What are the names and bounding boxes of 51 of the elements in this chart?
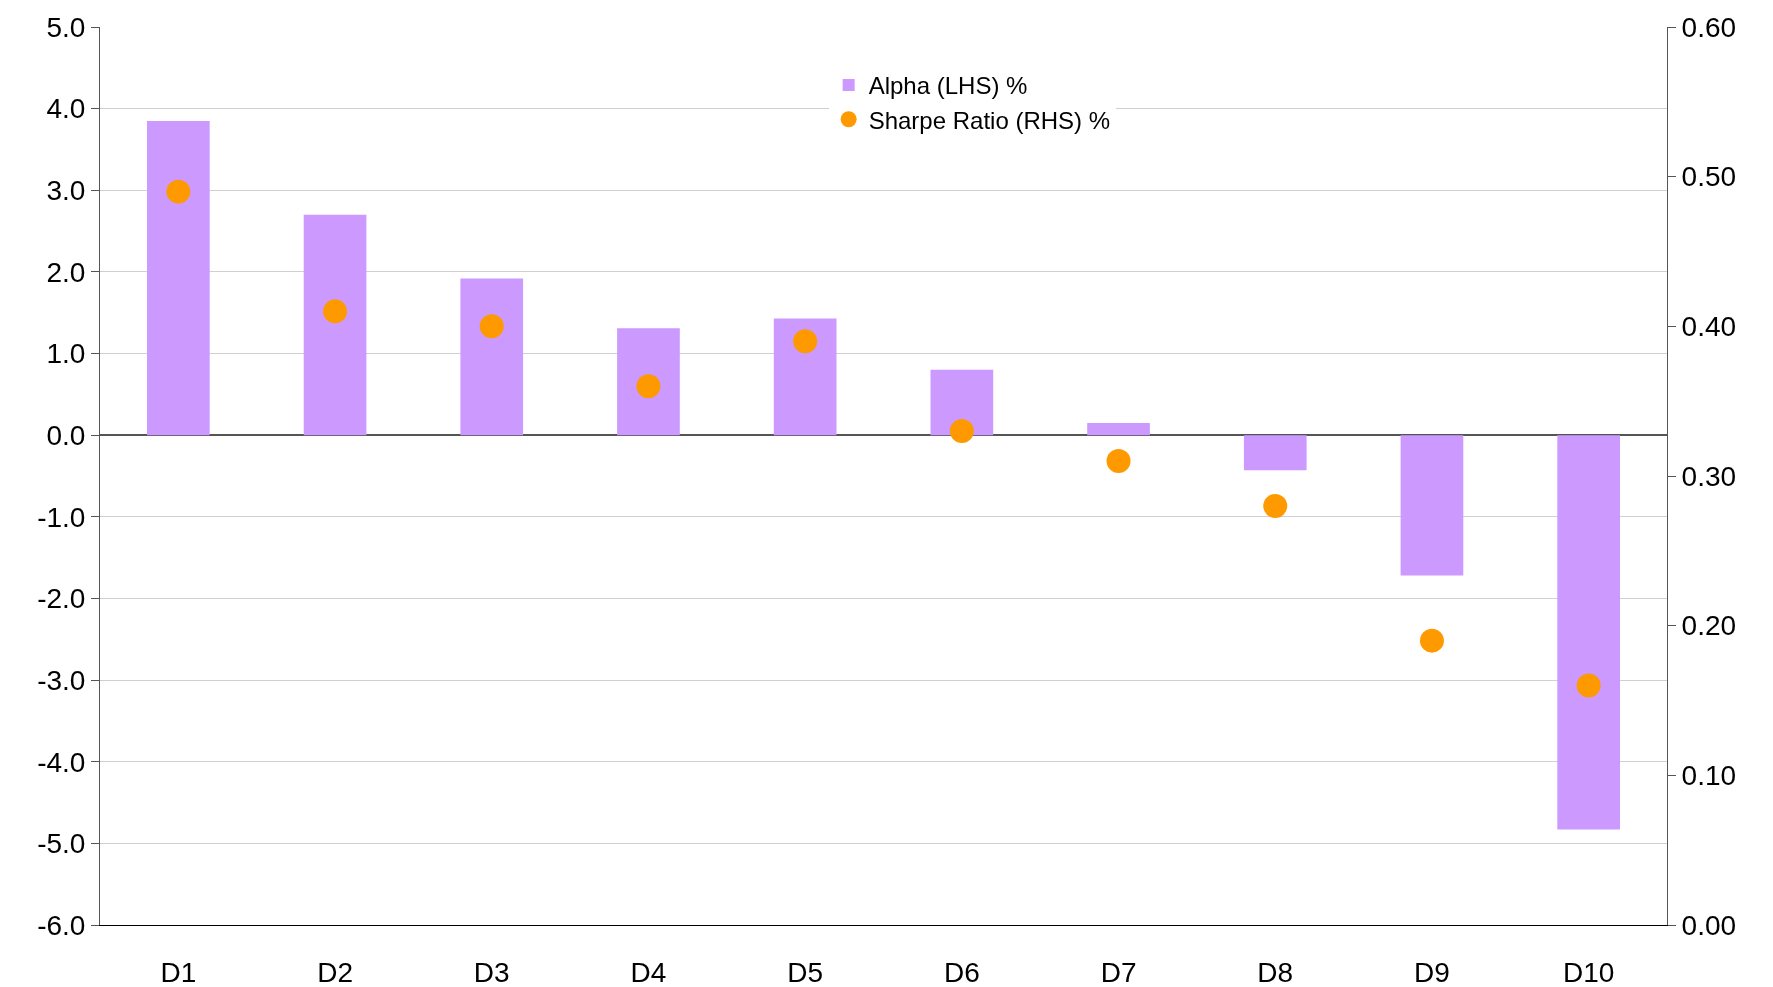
y-tick-label: 5.0 — [46, 11, 86, 43]
bar — [147, 120, 210, 436]
y-tick-label: 1.0 — [46, 338, 86, 370]
y2-tick-label: 0.40 — [1681, 311, 1737, 343]
x-tick-label: D2 — [317, 956, 353, 987]
bar — [1243, 435, 1307, 471]
point — [166, 179, 191, 204]
bar — [1557, 435, 1620, 830]
bar — [617, 328, 680, 436]
bar — [303, 214, 367, 436]
y2-tick-label: 0.10 — [1681, 760, 1737, 792]
point — [1419, 628, 1444, 653]
y-tick-label: -5.0 — [37, 828, 86, 860]
point — [949, 419, 974, 444]
bar — [773, 318, 837, 436]
point — [636, 374, 661, 399]
y-tick-label: -6.0 — [37, 909, 86, 941]
y-tick-label: -2.0 — [37, 583, 86, 615]
y2-tick-label: 0.60 — [1681, 11, 1737, 43]
y-tick-label: 3.0 — [46, 175, 86, 207]
y-tick-label: 0.0 — [46, 419, 86, 451]
x-tick-label: D7 — [1100, 956, 1137, 987]
y-tick-label: -1.0 — [37, 501, 86, 533]
bar — [930, 369, 994, 436]
point — [323, 299, 348, 324]
y2-tick-label: 0.30 — [1681, 460, 1737, 492]
x-tick-label: D4 — [630, 956, 667, 987]
y-tick-label: 2.0 — [46, 256, 86, 288]
bar — [460, 278, 524, 436]
point — [793, 329, 818, 354]
y2-tick-label: 0.50 — [1681, 161, 1737, 193]
y2-tick-label: 0.20 — [1681, 610, 1737, 642]
legend-label: Sharpe Ratio (RHS) % — [868, 106, 1111, 134]
y-tick-label: -4.0 — [37, 746, 86, 778]
x-tick-label: D6 — [943, 956, 980, 987]
x-tick-label: D8 — [1257, 956, 1294, 987]
x-tick-label: D9 — [1414, 956, 1450, 987]
legend-label: Alpha (LHS) % — [868, 72, 1028, 100]
x-tick-label: D1 — [160, 956, 197, 987]
bar — [1087, 422, 1150, 436]
y-tick-label: -3.0 — [37, 664, 86, 696]
point — [479, 314, 504, 339]
point — [1106, 449, 1131, 474]
bar — [1400, 435, 1464, 576]
x-tick-label: D3 — [473, 956, 510, 987]
point — [1576, 673, 1601, 698]
x-tick-label: D5 — [787, 956, 824, 987]
y2-tick-label: 0.00 — [1681, 909, 1737, 941]
y-tick-label: 4.0 — [46, 93, 86, 125]
point — [1263, 493, 1288, 518]
x-tick-label: D10 — [1562, 956, 1615, 987]
